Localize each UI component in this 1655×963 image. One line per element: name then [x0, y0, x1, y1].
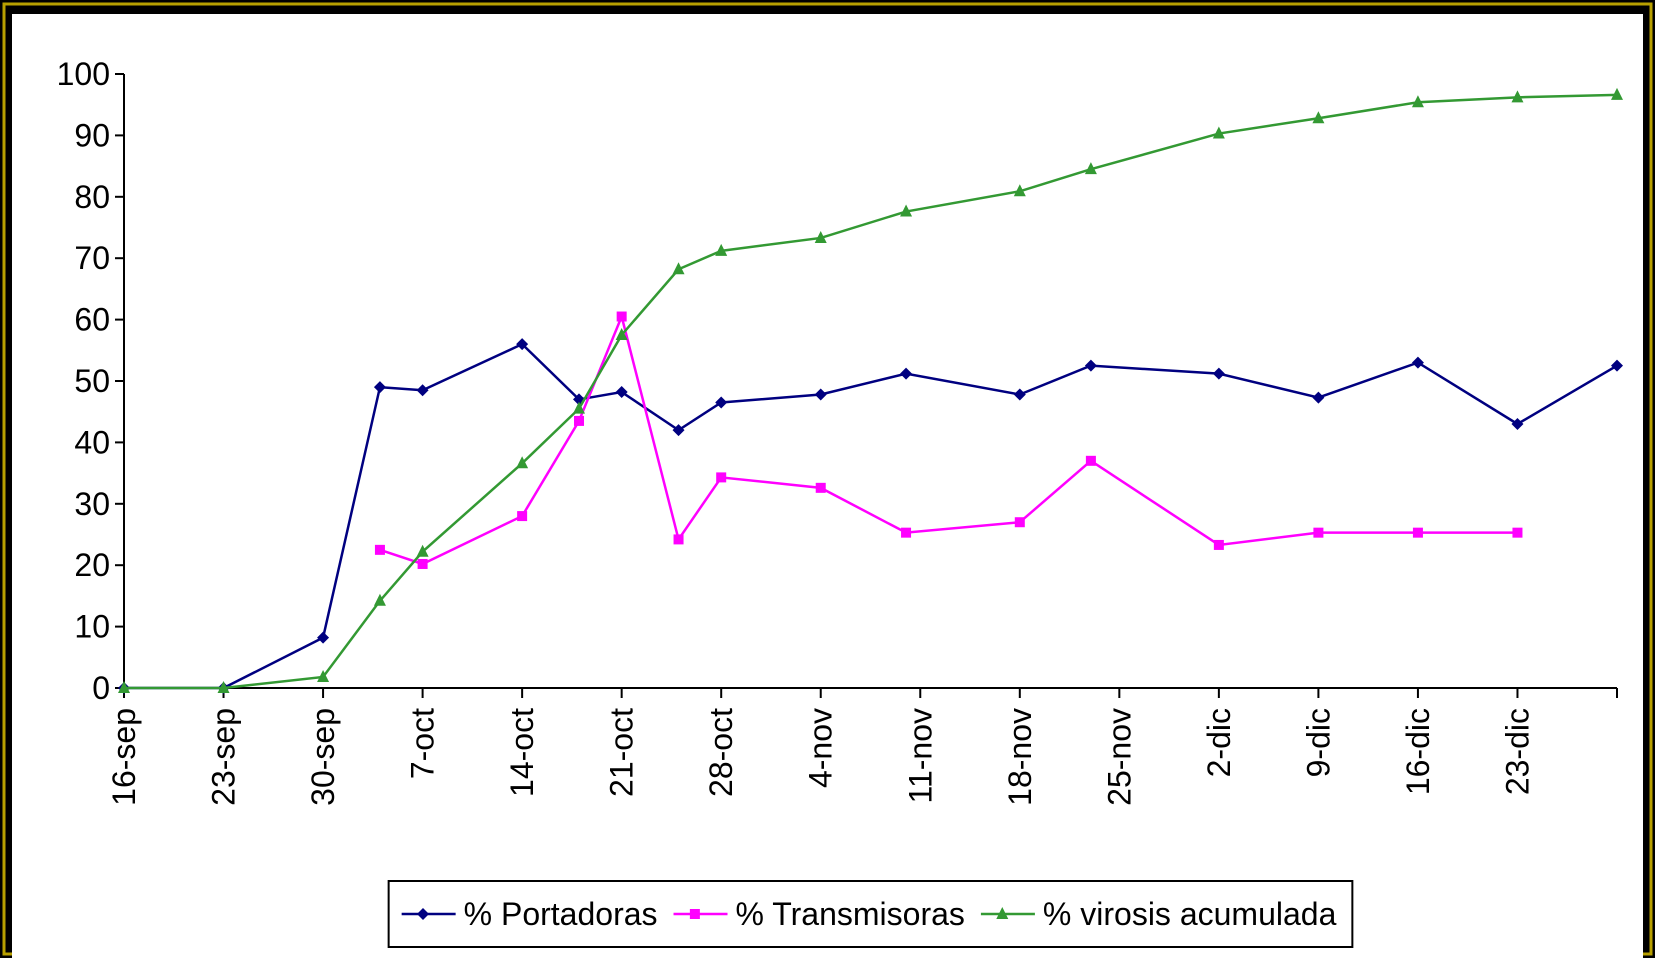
x-tick-label: 9-dic — [1300, 708, 1336, 777]
point-diamond — [814, 388, 827, 401]
point-diamond — [672, 424, 685, 437]
point-diamond — [417, 908, 429, 920]
y-tick-label: 70 — [74, 240, 110, 276]
point-triangle — [715, 243, 728, 256]
x-tick-label: 16-dic — [1400, 708, 1436, 795]
point-diamond — [900, 367, 913, 380]
x-tick-label: 21-oct — [604, 708, 640, 797]
y-tick-label: 0 — [92, 670, 110, 706]
point-diamond — [317, 631, 330, 644]
point-triangle — [317, 669, 330, 682]
point-triangle — [1212, 126, 1225, 139]
x-tick-label: 2-dic — [1201, 708, 1237, 777]
point-diamond — [1212, 367, 1225, 380]
point-square — [1085, 455, 1096, 466]
x-tick-label: 4-nov — [803, 708, 839, 788]
y-tick-label: 100 — [57, 56, 110, 92]
point-diamond — [1411, 356, 1424, 369]
point-triangle — [573, 401, 586, 414]
point-triangle — [1084, 162, 1097, 175]
point-triangle — [814, 230, 827, 243]
point-triangle — [118, 681, 130, 693]
point-square — [901, 527, 912, 538]
x-tick-label: 11-nov — [902, 708, 938, 803]
chart-area — [12, 14, 1643, 958]
point-triangle — [672, 262, 685, 275]
y-tick-label: 30 — [74, 486, 110, 522]
point-diamond — [373, 381, 386, 394]
point-triangle — [615, 327, 628, 340]
x-tick-label: 23-dic — [1499, 708, 1535, 795]
point-triangle — [1312, 111, 1325, 124]
point-square — [815, 482, 826, 493]
y-tick-label: 90 — [74, 117, 110, 153]
point-square — [716, 472, 727, 483]
x-tick-label: 16-sep — [106, 708, 142, 806]
point-square — [1512, 527, 1523, 538]
point-triangle — [996, 907, 1009, 919]
y-tick-label: 60 — [74, 302, 110, 338]
point-triangle — [900, 204, 913, 217]
y-tick-label: 10 — [74, 609, 110, 645]
point-square — [1412, 527, 1423, 538]
legend: % Portadoras % Transmisoras % virosis acum… — [387, 880, 1354, 948]
point-square — [616, 311, 627, 322]
point-triangle — [373, 593, 386, 606]
point-triangle — [1511, 90, 1524, 103]
x-tick-label: 30-sep — [305, 708, 341, 806]
point-square — [1313, 527, 1324, 538]
point-diamond — [1084, 359, 1097, 372]
point-diamond — [1312, 391, 1325, 404]
legend-label: % Transmisoras — [736, 896, 965, 932]
point-triangle — [1013, 184, 1026, 197]
point-square — [1014, 517, 1025, 528]
point-square — [1213, 539, 1224, 550]
point-triangle — [416, 544, 429, 557]
y-tick-label: 80 — [74, 179, 110, 215]
x-tick-label: 18-nov — [1002, 708, 1038, 806]
legend-box — [387, 880, 1354, 948]
point-triangle — [1411, 95, 1424, 108]
point-square — [574, 415, 585, 426]
point-triangle — [217, 681, 230, 693]
point-triangle — [1611, 87, 1623, 100]
x-tick-label: 14-oct — [504, 708, 540, 797]
legend-label: % Portadoras — [464, 896, 658, 932]
x-tick-label: 28-oct — [703, 708, 739, 797]
point-diamond — [715, 396, 728, 409]
point-diamond — [516, 338, 529, 351]
point-square — [673, 534, 684, 545]
point-diamond — [1013, 388, 1026, 401]
x-tick-label: 7-oct — [405, 708, 441, 779]
point-square — [374, 544, 385, 555]
legend-label: % virosis acumulada — [1043, 896, 1337, 932]
point-diamond — [1611, 359, 1623, 372]
point-square — [517, 511, 528, 522]
x-tick-label: 23-sep — [206, 708, 242, 806]
point-diamond — [1511, 417, 1524, 430]
y-tick-label: 20 — [74, 547, 110, 583]
y-tick-label: 40 — [74, 424, 110, 460]
point-square — [417, 558, 428, 569]
x-tick-label: 25-nov — [1101, 708, 1137, 806]
point-diamond — [416, 384, 429, 397]
point-diamond — [615, 386, 628, 399]
y-tick-label: 50 — [74, 363, 110, 399]
point-triangle — [516, 456, 529, 469]
point-square — [689, 909, 700, 919]
